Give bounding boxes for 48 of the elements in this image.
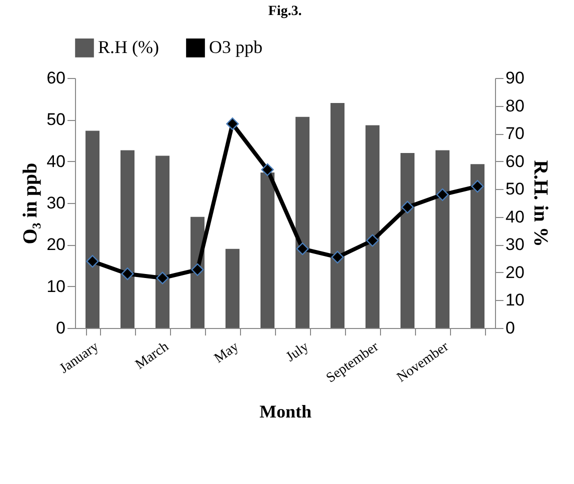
point [296, 242, 309, 256]
y2-tick-label: 70 [506, 124, 524, 144]
bar [226, 248, 240, 328]
y2-tick-label: 0 [506, 318, 515, 338]
y2-tick-label: 10 [506, 290, 524, 310]
point [436, 188, 449, 201]
x-tick-label: July [284, 340, 312, 366]
point [191, 263, 204, 276]
point [121, 268, 134, 280]
legend-label: O3 ppb [209, 36, 262, 57]
point [261, 163, 274, 176]
y2-tick-label: 60 [506, 152, 524, 171]
y-tick-label: 30 [46, 194, 66, 212]
y-axis-title: O₃ in ppb [20, 162, 42, 244]
x-tick-label: May [212, 340, 242, 367]
y2-tick-label: 40 [506, 207, 524, 226]
bar [260, 172, 274, 328]
y-tick-label: 40 [46, 152, 66, 171]
y2-axis-title: R.H. in % [529, 160, 552, 247]
bar [156, 156, 170, 328]
bar [296, 116, 310, 328]
y2-tick-label: 20 [506, 262, 524, 282]
bar [330, 103, 344, 328]
point [226, 118, 239, 130]
bar [120, 150, 134, 328]
y-tick-label: 10 [46, 276, 66, 296]
point [401, 200, 414, 214]
bar [436, 150, 450, 328]
y2-tick-label: 80 [506, 96, 524, 116]
bar [470, 164, 484, 328]
point [471, 180, 484, 193]
point [331, 250, 344, 264]
x-axis-title: Month [259, 401, 312, 422]
y2-tick-label: 50 [506, 180, 524, 199]
point [156, 272, 169, 284]
y-tick-label: 60 [46, 68, 66, 88]
point [86, 255, 99, 268]
y2-tick-label: 90 [506, 68, 524, 88]
bar [400, 153, 414, 328]
y2-tick-label: 30 [506, 235, 524, 254]
bar [86, 130, 100, 328]
legend-label: R.H (%) [98, 36, 159, 57]
point [366, 234, 379, 247]
y-tick-label: 20 [46, 235, 66, 254]
bar [366, 125, 380, 328]
chart-title: Fig.3. [268, 4, 302, 19]
y-tick-label: 0 [56, 318, 66, 338]
y-tick-label: 50 [46, 110, 66, 130]
